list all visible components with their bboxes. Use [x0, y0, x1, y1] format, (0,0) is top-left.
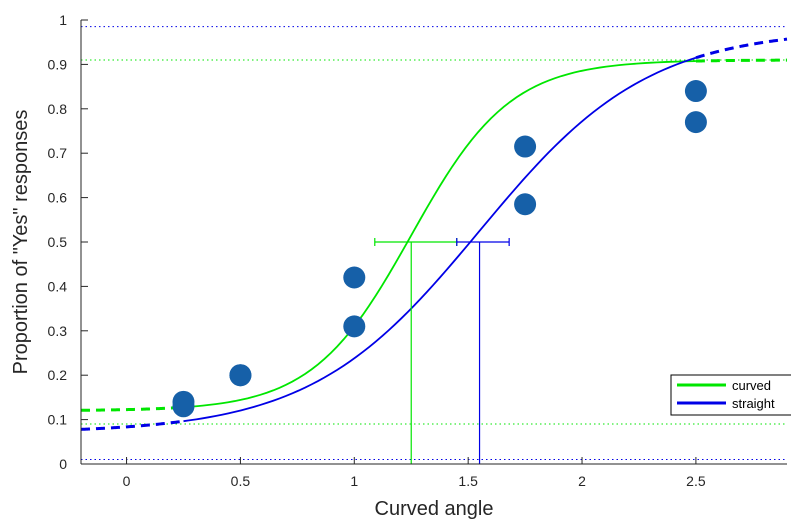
x-tick-label-2: 1 — [350, 473, 358, 489]
data-point-straight-2 — [343, 315, 366, 338]
y-tick-label-5: 0.5 — [48, 234, 68, 250]
data-point-straight-4 — [684, 111, 707, 134]
y-tick-label-2: 0.2 — [48, 367, 68, 383]
x-tick-label-5: 2.5 — [686, 473, 706, 489]
fit-curves — [80, 37, 788, 431]
x-tick-label-1: 0.5 — [231, 473, 251, 489]
y-tick-label-10: 1 — [59, 12, 67, 28]
axes — [80, 19, 787, 465]
y-tick-label-1: 0.1 — [48, 412, 68, 428]
y-tick-label-7: 0.7 — [48, 145, 68, 161]
x-tick-label-0: 0 — [123, 473, 131, 489]
data-point-straight-0 — [172, 395, 195, 418]
y-tick-label-4: 0.4 — [48, 278, 68, 294]
fit-extrapolation-low-straight — [80, 419, 184, 431]
fit-curve-curved — [183, 60, 696, 409]
fit-curve-straight — [183, 56, 697, 423]
reference-lines — [81, 26, 787, 461]
legend-box — [670, 374, 791, 416]
fit-extrapolation-high-curved — [695, 58, 787, 63]
data-point-curved-3 — [514, 135, 537, 158]
data-point-straight-1 — [229, 364, 252, 387]
data-points — [172, 80, 707, 418]
x-tick-label-3: 1.5 — [458, 473, 478, 489]
legend-label-curved: curved — [732, 378, 771, 393]
x-axis-label: Curved angle — [375, 498, 494, 519]
fit-extrapolation-high-straight — [695, 37, 788, 60]
y-axis-label: Proportion of "Yes" responses — [10, 110, 32, 375]
y-tick-label-8: 0.8 — [48, 101, 68, 117]
y-tick-label-9: 0.9 — [48, 56, 68, 72]
data-point-straight-3 — [514, 193, 537, 216]
data-point-curved-2 — [343, 266, 366, 289]
threshold-markers — [374, 238, 510, 464]
legend: curved straight — [670, 374, 791, 416]
x-tick-label-4: 2 — [578, 473, 586, 489]
y-tick-label-0: 0 — [59, 456, 67, 472]
y-tick-label-6: 0.6 — [48, 190, 68, 206]
legend-label-straight: straight — [732, 396, 775, 411]
tick-labels: 0 0.5 1 1.5 2 2.5 0 0.1 0.2 0.3 0.4 0.5 0.6 0.7 0.8 0.9… — [48, 12, 706, 489]
y-tick-label-3: 0.3 — [48, 323, 68, 339]
data-point-curved-4 — [684, 80, 707, 103]
fit-extrapolation-low-curved — [80, 405, 184, 412]
